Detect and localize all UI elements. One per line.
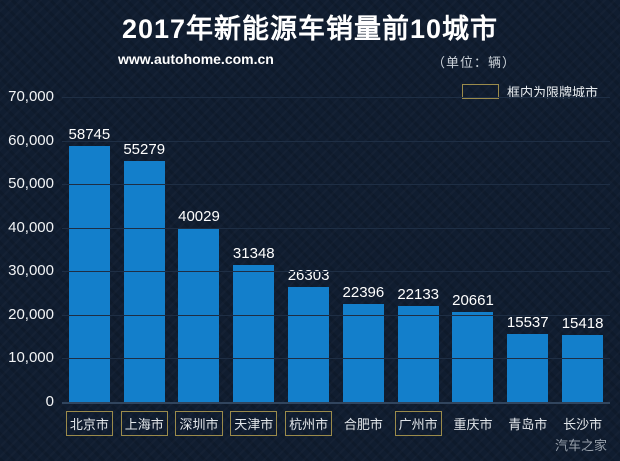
bar-column-青岛市: 15537: [500, 97, 555, 402]
y-tick-label: 10,000: [8, 349, 54, 367]
bar-series: 58745 55279 40029 31348 26303 22396 22133 20661…: [62, 97, 610, 402]
gridline-10000: [62, 358, 610, 360]
y-tick-label: 20,000: [8, 305, 54, 323]
city-label-杭州市-restricted: 杭州市: [285, 411, 333, 436]
x-axis-label-cell: 杭州市: [281, 411, 336, 436]
x-axis-labels: 北京市 上海市 深圳市 天津市 杭州市 合肥市 广州市 重庆市 青岛市 长沙市: [62, 411, 610, 436]
x-axis-label-cell: 合肥市: [336, 411, 391, 436]
bar: [452, 311, 494, 402]
gridline-60000: [62, 140, 610, 142]
bar-value-label: 40029: [178, 207, 220, 225]
bar-value-label: 55279: [123, 141, 166, 159]
y-tick-label: 40,000: [8, 218, 54, 236]
bar-column-广州市: 22133: [391, 97, 446, 402]
y-tick-label: 60,000: [8, 131, 54, 149]
bar: [562, 334, 604, 402]
bar-column-上海市: 55279: [117, 97, 172, 402]
bar-value-label: 26303: [287, 267, 330, 285]
bar-column-重庆市: 20661: [446, 97, 501, 402]
bar: [288, 287, 330, 402]
bar-column-天津市: 31348: [226, 97, 281, 402]
bar: [397, 305, 439, 402]
bar: [233, 265, 275, 402]
bar: [178, 227, 220, 402]
gridline-70000: [62, 97, 610, 98]
legend-box-swatch: [461, 84, 499, 99]
plot-area: 58745 55279 40029 31348 26303 22396 22133 20661…: [8, 88, 610, 410]
x-axis-label-cell: 北京市: [62, 411, 117, 436]
bar-column-杭州市: 26303: [281, 97, 336, 402]
city-label-天津市-restricted: 天津市: [230, 411, 278, 436]
city-label-广州市-restricted: 广州市: [394, 411, 442, 436]
y-tick-label: 0: [45, 393, 54, 410]
y-tick-label: 50,000: [8, 175, 54, 193]
bar-value-label: 15418: [561, 314, 604, 332]
bar: [342, 304, 384, 402]
y-tick-label: 70,000: [8, 88, 54, 105]
x-axis-label-cell: 深圳市: [172, 411, 227, 436]
bar: [507, 334, 549, 402]
legend-label: 框内为限牌城市: [506, 85, 598, 100]
unit-label: （单位：辆）: [431, 55, 516, 70]
legend: 框内为限牌城市: [461, 82, 598, 101]
gridline-50000: [62, 184, 610, 186]
gridline-20000: [62, 314, 610, 316]
x-axis-label-cell: 青岛市: [500, 411, 555, 436]
city-label-上海市-restricted: 上海市: [120, 411, 168, 436]
x-axis-label-cell: 长沙市: [555, 411, 610, 436]
city-label-长沙市: 长沙市: [563, 417, 603, 432]
bar-column-深圳市: 40029: [172, 97, 227, 402]
city-label-重庆市: 重庆市: [453, 417, 493, 432]
bar-value-label: 20661: [452, 291, 494, 309]
bar-value-label: 58745: [68, 126, 111, 144]
city-label-青岛市: 青岛市: [508, 417, 548, 432]
page-title: 2017年新能源车销量前10城市: [121, 14, 499, 44]
watermark: 汽车之家: [554, 438, 607, 453]
gridline-30000: [62, 271, 610, 273]
source-url: www.autohome.com.cn: [118, 51, 274, 67]
city-label-合肥市: 合肥市: [343, 417, 383, 432]
y-tick-label: 30,000: [8, 262, 54, 280]
bar-value-label: 31348: [232, 245, 275, 263]
bar-value-label: 22396: [342, 284, 385, 302]
x-axis-label-cell: 上海市: [117, 411, 172, 436]
x-axis-label-cell: 广州市: [391, 411, 446, 436]
bar-column-北京市: 58745: [62, 97, 117, 402]
city-label-北京市-restricted: 北京市: [65, 411, 113, 436]
bar-column-长沙市: 15418: [555, 97, 610, 402]
bar-column-合肥市: 22396: [336, 97, 391, 402]
bar-value-label: 15537: [506, 314, 549, 332]
x-axis-label-cell: 天津市: [226, 411, 281, 436]
city-label-深圳市-restricted: 深圳市: [175, 411, 223, 436]
bar: [123, 161, 165, 402]
gridline-40000: [62, 227, 610, 229]
bar-value-label: 22133: [397, 285, 440, 303]
x-axis-label-cell: 重庆市: [446, 411, 501, 436]
